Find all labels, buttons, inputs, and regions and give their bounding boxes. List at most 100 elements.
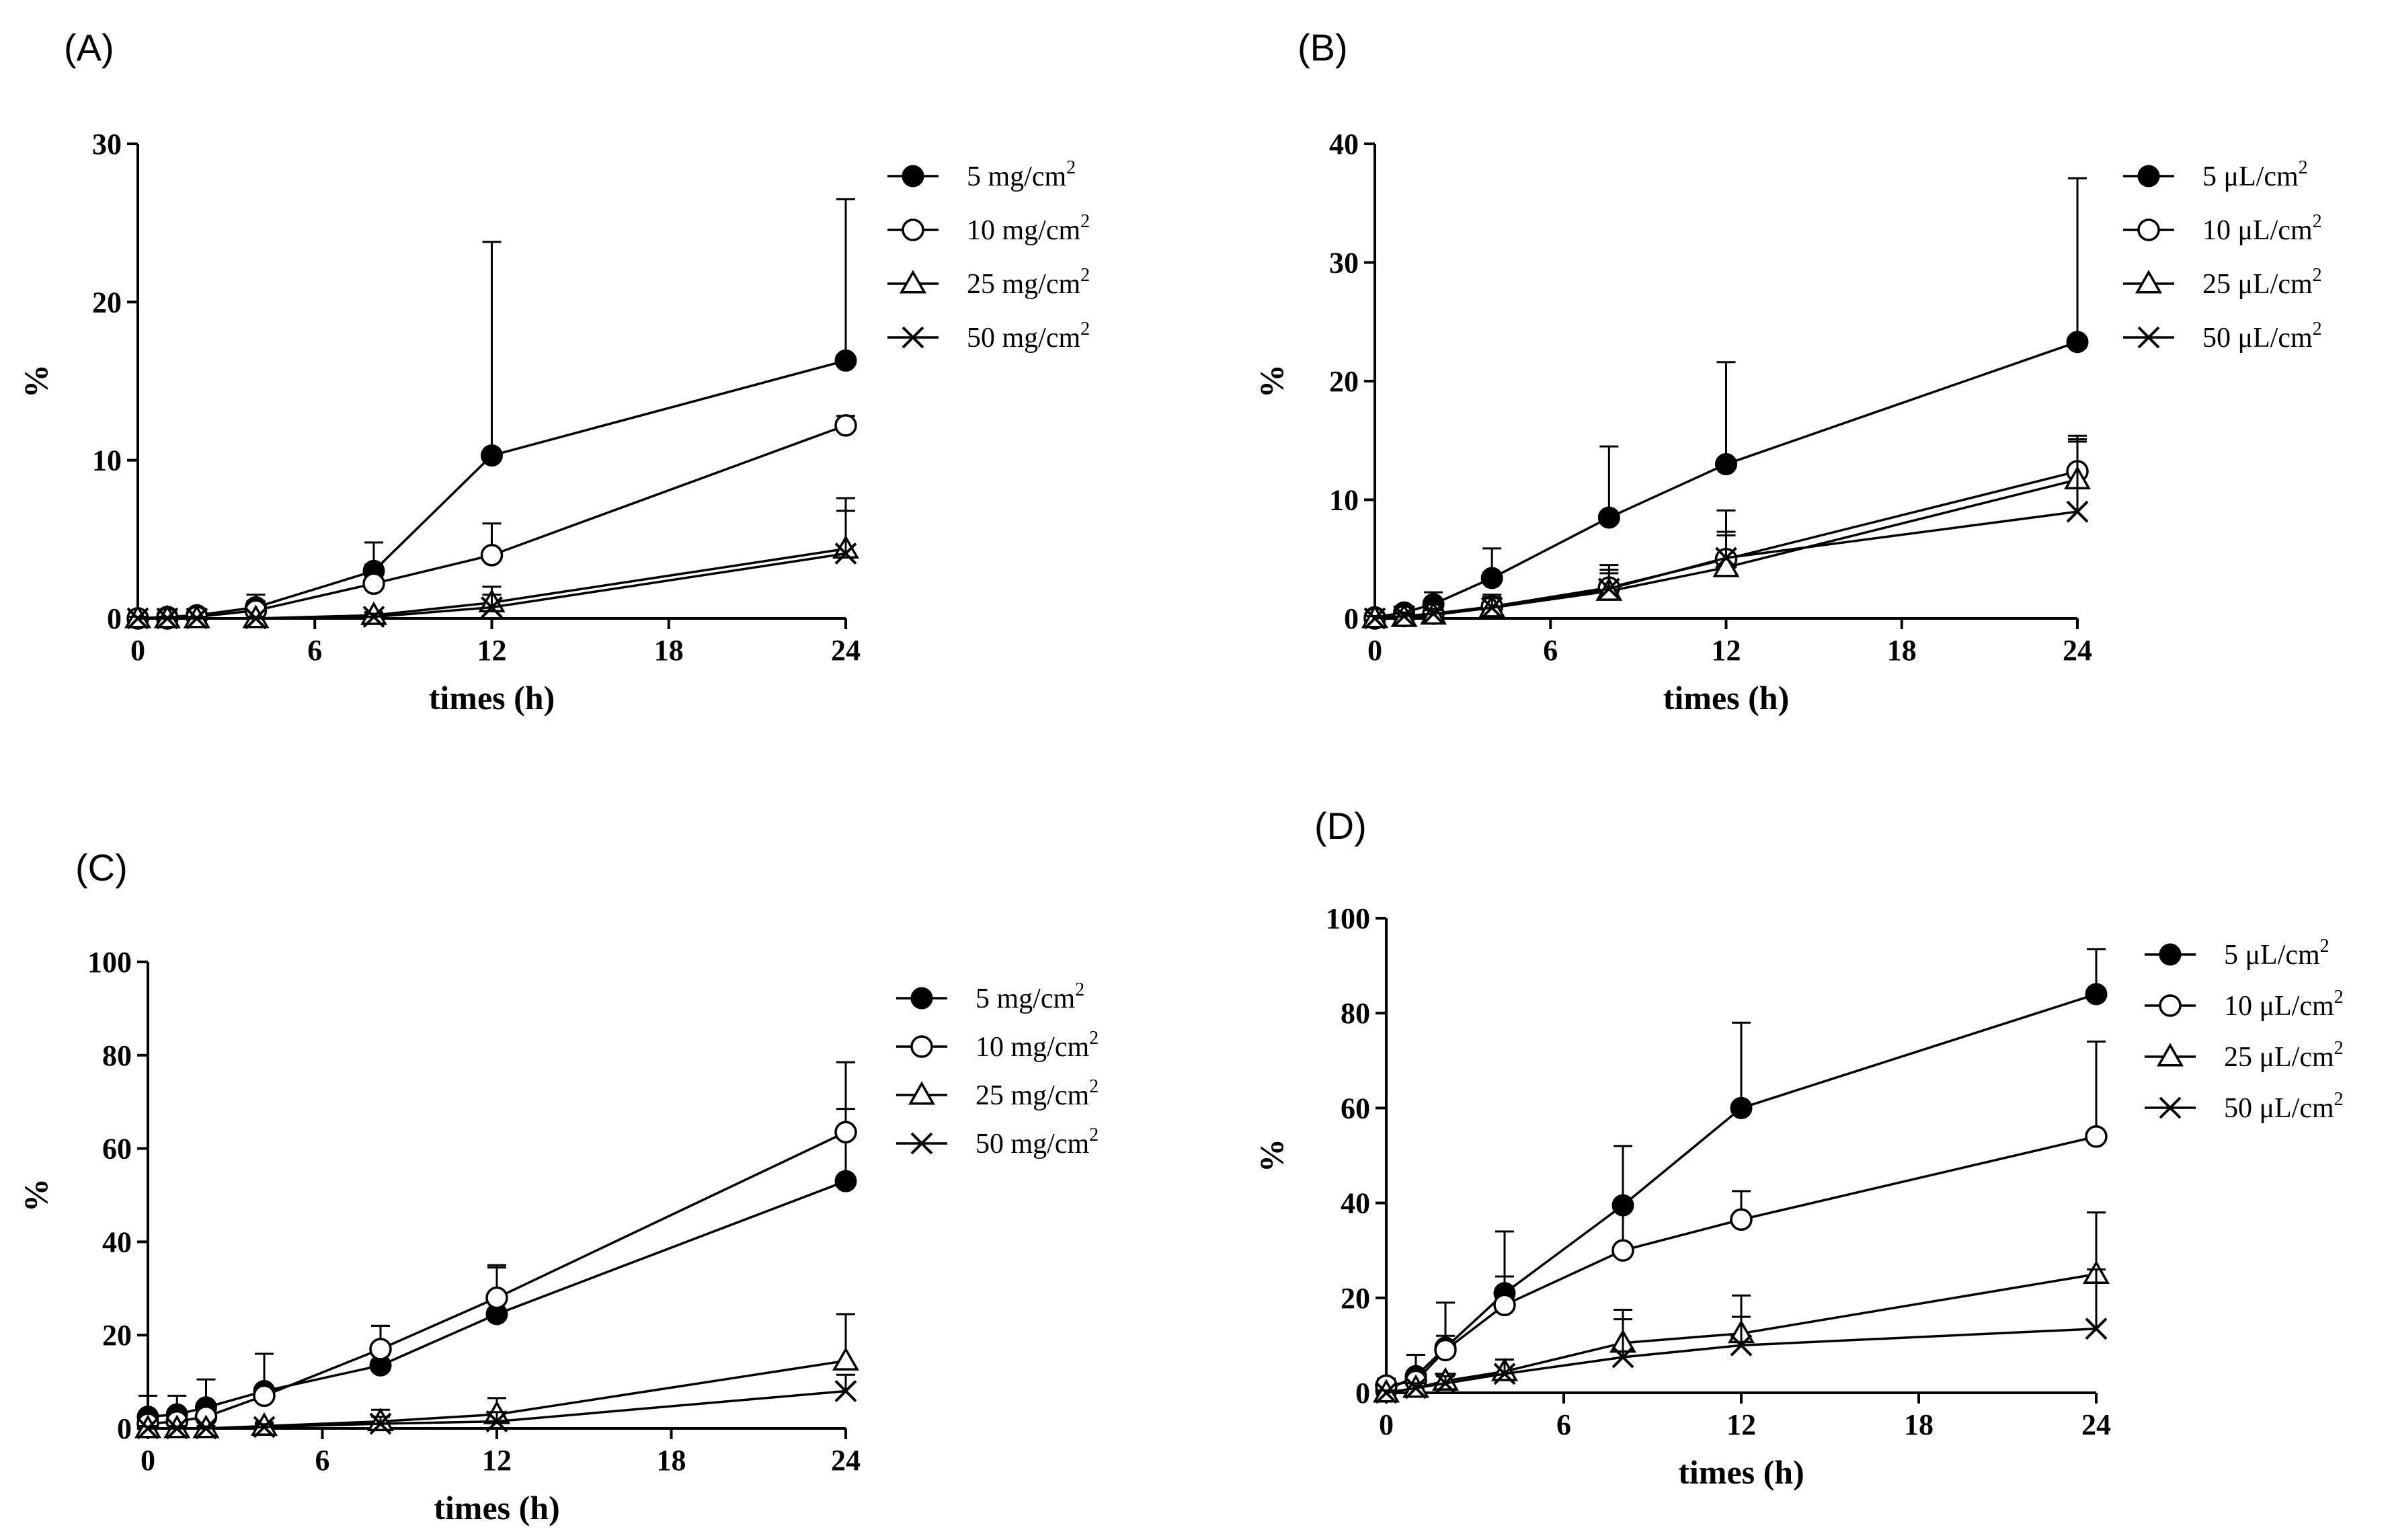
data-point — [195, 1417, 217, 1440]
data-point — [1611, 1239, 1634, 1262]
panel-c-y-tick-label: 100 — [87, 946, 132, 979]
panel-b-y-axis-title: % — [1252, 364, 1290, 398]
panel-d-x-axis-title: times (h) — [1678, 1453, 1804, 1491]
data-point — [480, 544, 504, 567]
panel-c-x-tick-label: 18 — [657, 1444, 686, 1477]
panel-a-y-tick-label: 0 — [107, 602, 122, 635]
panel-d-y-tick-label: 0 — [1355, 1377, 1370, 1410]
panel-d-series-3 — [1372, 1211, 2110, 1403]
data-point — [485, 1286, 508, 1309]
error-bar — [836, 198, 855, 361]
legend-label: 25 μL/cm2 — [2202, 265, 2322, 300]
panel-b-y-tick-label: 10 — [1329, 484, 1359, 517]
data-point — [1611, 1346, 1634, 1369]
series-line — [1386, 1135, 2097, 1387]
panel-a-x-axis-title: times (h) — [429, 679, 555, 717]
panel-a-y-tick-label: 10 — [92, 444, 122, 477]
data-point — [2066, 500, 2089, 523]
legend-label: 5 mg/cm2 — [976, 979, 1084, 1014]
legend-label: 10 mg/cm2 — [967, 211, 1090, 246]
legend-label: 50 mg/cm2 — [967, 319, 1090, 354]
panel-c-legend-item: 5 mg/cm2 — [896, 979, 1084, 1014]
error-bar — [2068, 177, 2087, 342]
panel-c-x-tick-label: 24 — [831, 1444, 861, 1477]
panel-d-series-4 — [1375, 1268, 2108, 1404]
data-point — [485, 1410, 508, 1433]
panel-d-x-tick-label: 6 — [1556, 1408, 1571, 1441]
data-point — [1712, 553, 1740, 577]
cross-icon — [2159, 1096, 2182, 1119]
error-bar — [1716, 509, 1736, 558]
legend-label: 25 mg/cm2 — [976, 1076, 1099, 1111]
panel-c-series-2 — [136, 1061, 857, 1435]
panel-b-legend-item: 25 μL/cm2 — [2123, 265, 2322, 300]
panel-c-legend-item: 10 mg/cm2 — [896, 1028, 1099, 1063]
panel-b-label: (B) — [1298, 26, 1348, 69]
panel-b-x-tick-label: 0 — [1367, 634, 1382, 667]
panel-b-y-tick-label: 20 — [1329, 365, 1359, 398]
filled-circle-icon — [2159, 943, 2182, 966]
data-point — [1730, 1334, 1753, 1356]
legend-label: 10 mg/cm2 — [976, 1028, 1099, 1063]
panel-b-x-axis-title: times (h) — [1663, 679, 1789, 717]
panel-c: (C) 0 20 40 60 80 100 0 6 12 18 24 times (h)% 5 mg/cm… — [17, 846, 1099, 1527]
panel-d-legend-item: 10 μL/cm2 — [2145, 987, 2344, 1022]
data-point — [186, 607, 208, 630]
panel-c-label: (C) — [75, 846, 128, 889]
data-point — [834, 414, 857, 437]
panel-c-y-tick-label: 20 — [102, 1319, 132, 1352]
data-point — [2085, 1125, 2108, 1148]
data-point — [165, 1417, 188, 1440]
panel-d-y-tick-label: 60 — [1341, 1092, 1370, 1125]
panel-a-label: (A) — [64, 26, 114, 69]
legend-label: 5 μL/cm2 — [2202, 157, 2308, 192]
panel-a-y-axis-title: % — [17, 364, 54, 398]
panel-c-y-tick-label: 80 — [102, 1039, 132, 1072]
panel-d-y-tick-label: 40 — [1341, 1187, 1370, 1220]
data-point — [1480, 596, 1503, 619]
data-point — [834, 349, 857, 372]
data-point — [1363, 607, 1386, 630]
panel-a-x-tick-label: 18 — [654, 634, 684, 667]
panel-d-x-tick-label: 12 — [1726, 1408, 1756, 1441]
data-point — [2085, 1318, 2108, 1340]
panel-a-x-tick-label: 24 — [831, 634, 861, 667]
panel-c-y-tick-label: 60 — [102, 1133, 132, 1166]
open-circle-icon — [2137, 218, 2160, 241]
triangle-icon — [2156, 1043, 2184, 1067]
data-point — [1730, 1208, 1753, 1231]
data-point — [362, 606, 385, 629]
panel-a-y-tick-label: 20 — [92, 286, 122, 319]
data-point — [1480, 567, 1503, 590]
panel-a: (A) 0 10 20 30 0 6 12 18 24 times (h)% 5 mg/cm2 10 m… — [17, 26, 1090, 717]
data-point — [126, 607, 149, 630]
data-point — [1393, 605, 1415, 627]
data-point — [369, 1338, 392, 1361]
data-point — [369, 1412, 392, 1435]
panel-c-y-tick-label: 40 — [102, 1225, 132, 1258]
panel-b-x-tick-label: 6 — [1543, 634, 1558, 667]
panel-b-y-tick-label: 30 — [1329, 247, 1359, 280]
panel-d: (D) 0 20 40 60 80 100 0 6 12 18 24 times (h)% 5 μL/cm… — [1252, 805, 2344, 1491]
panel-d-y-tick-label: 80 — [1341, 997, 1370, 1030]
panel-d-legend-item: 25 μL/cm2 — [2145, 1038, 2344, 1073]
panel-a-legend-item: 5 mg/cm2 — [887, 157, 1076, 192]
legend-label: 5 mg/cm2 — [967, 157, 1076, 192]
data-point — [253, 1416, 276, 1438]
panel-b-x-tick-label: 12 — [1712, 634, 1741, 667]
panel-b-legend-item: 5 μL/cm2 — [2123, 157, 2308, 192]
data-point — [136, 1417, 159, 1440]
legend-label: 50 μL/cm2 — [2224, 1089, 2344, 1124]
legend-label: 25 mg/cm2 — [967, 265, 1090, 300]
cross-icon — [910, 1132, 933, 1155]
panel-c-x-axis-title: times (h) — [434, 1489, 559, 1527]
data-point — [245, 607, 267, 630]
data-point — [1434, 1338, 1457, 1362]
error-bar — [1732, 1315, 1751, 1346]
legend-label: 50 μL/cm2 — [2202, 319, 2322, 354]
open-circle-icon — [910, 1035, 933, 1058]
data-point — [2066, 331, 2089, 354]
data-point — [1404, 1377, 1427, 1400]
data-point — [253, 1384, 276, 1408]
panel-c-series-4 — [136, 1373, 857, 1440]
